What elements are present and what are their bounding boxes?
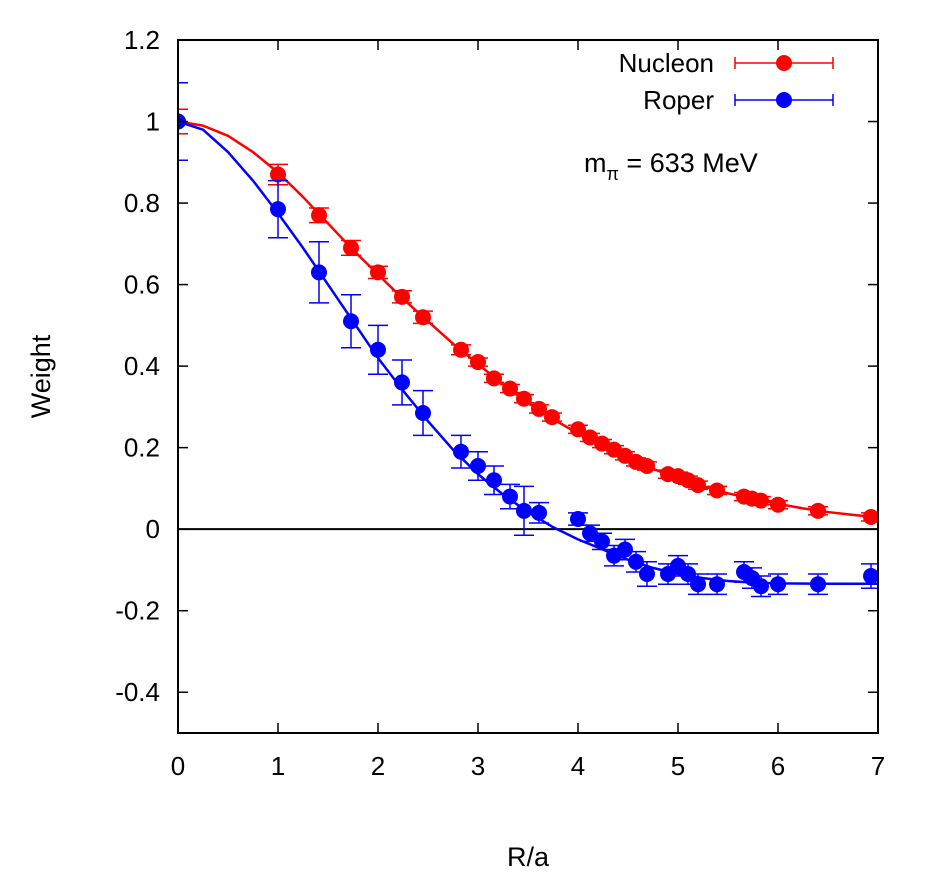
y-tick-label: 0 — [146, 514, 160, 544]
nucleon-point — [594, 435, 610, 452]
legend: Nucleon Roper — [619, 48, 834, 115]
nucleon-point — [810, 502, 826, 519]
roper-point — [470, 457, 486, 474]
legend-marker-roper — [776, 92, 792, 108]
nucleon-point — [370, 264, 386, 281]
roper-point — [639, 566, 655, 583]
roper-point — [617, 541, 633, 558]
x-tick-label: 5 — [671, 751, 685, 781]
x-tick-label: 6 — [771, 751, 785, 781]
y-axis-title: Weight — [26, 334, 56, 418]
mass-annotation: mπ = 633 MeV — [584, 148, 758, 184]
nucleon-point — [516, 390, 532, 407]
nucleon-point — [639, 457, 655, 474]
roper-point — [690, 576, 706, 593]
y-tick-label: 0.6 — [124, 270, 160, 300]
legend-label-roper: Roper — [643, 85, 714, 115]
nucleon-point — [486, 370, 502, 387]
x-tick-label: 7 — [871, 751, 885, 781]
axis-ticks — [177, 39, 879, 733]
roper-point — [709, 576, 725, 593]
series-roper — [178, 82, 878, 598]
roper-point — [394, 374, 410, 391]
x-axis-title: R/a — [507, 842, 550, 872]
nucleon-point — [753, 492, 769, 509]
y-tick-label: 0.8 — [124, 188, 160, 218]
x-tick-label: 3 — [471, 751, 485, 781]
x-tick-label: 0 — [171, 751, 185, 781]
nucleon-point — [453, 341, 469, 358]
annotation-pi-subscript: π — [607, 164, 619, 184]
roper-point — [415, 404, 431, 421]
y-tick-label: -0.2 — [115, 596, 160, 626]
roper-point — [531, 504, 547, 521]
roper-point — [753, 578, 769, 595]
y-tick-label: 0.2 — [124, 433, 160, 463]
roper-point — [810, 576, 826, 593]
legend-marker-nucleon — [776, 55, 792, 71]
series-nucleon — [178, 108, 878, 525]
plot-frame — [177, 39, 879, 734]
nucleon-point — [690, 477, 706, 494]
tick-labels: 0 1 2 3 4 5 6 7 -0.4 -0.2 0 0.2 0.4 0.6 0.8 1 1.2 — [115, 25, 885, 781]
nucleon-point — [770, 496, 786, 513]
nucleon-point — [394, 288, 410, 305]
x-tick-label: 2 — [371, 751, 385, 781]
nucleon-point — [544, 409, 560, 426]
roper-point — [453, 443, 469, 460]
legend-label-nucleon: Nucleon — [619, 48, 714, 78]
roper-point — [516, 502, 532, 519]
plot-area — [178, 82, 878, 598]
roper-point — [370, 341, 386, 358]
roper-point — [628, 553, 644, 570]
annotation-value: = 633 MeV — [619, 148, 758, 178]
y-tick-label: -0.4 — [115, 677, 160, 707]
x-tick-label: 1 — [271, 751, 285, 781]
roper-point — [570, 510, 586, 527]
x-tick-label: 4 — [571, 751, 585, 781]
y-tick-label: 1 — [146, 107, 160, 137]
nucleon-point — [311, 207, 327, 224]
roper-point — [343, 313, 359, 330]
nucleon-point — [582, 429, 598, 446]
nucleon-point — [343, 239, 359, 256]
nucleon-point — [470, 354, 486, 371]
annotation-m: m — [584, 148, 607, 178]
roper-point — [311, 264, 327, 281]
roper-point — [270, 201, 286, 218]
roper-point — [486, 472, 502, 489]
nucleon-point — [415, 309, 431, 326]
roper-point — [770, 576, 786, 593]
y-tick-label: 1.2 — [124, 25, 160, 55]
roper-point — [582, 525, 598, 542]
nucleon-point — [863, 508, 878, 525]
nucleon-point — [502, 380, 518, 397]
nucleon-point — [270, 166, 286, 183]
roper-point — [594, 533, 610, 550]
y-tick-label: 0.4 — [124, 351, 160, 381]
roper-point — [863, 568, 878, 585]
nucleon-point — [709, 482, 725, 499]
roper-point — [502, 488, 518, 505]
